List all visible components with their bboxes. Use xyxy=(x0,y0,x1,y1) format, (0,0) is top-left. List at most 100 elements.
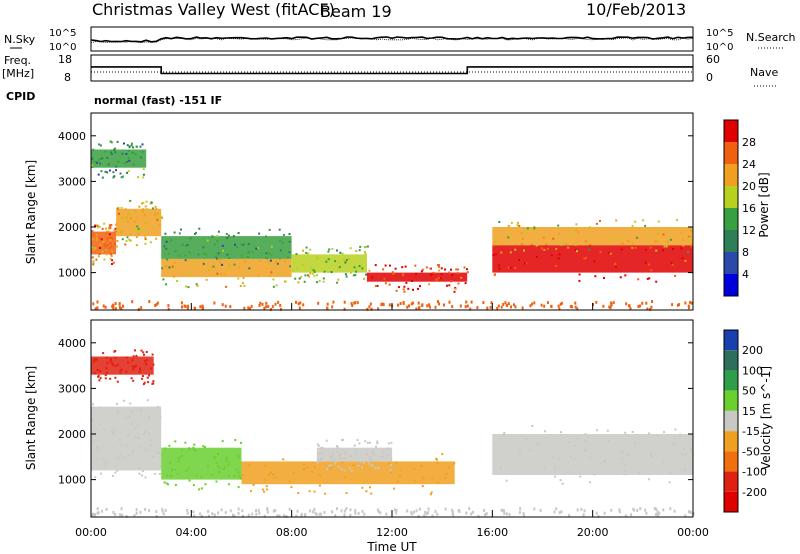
power-speckle xyxy=(268,228,271,231)
power-speckle xyxy=(217,252,220,255)
power-speckle xyxy=(154,214,157,217)
velocity-ground-speckle xyxy=(251,512,254,516)
power-speckle xyxy=(300,276,303,278)
velocity-speckle xyxy=(159,415,162,418)
velocity-speckle xyxy=(106,362,109,364)
velocity-speckle xyxy=(109,359,112,362)
velocity-speckle xyxy=(668,481,671,484)
velocity-speckle xyxy=(361,466,363,469)
velocity-ground-speckle xyxy=(689,510,692,514)
velocity-speckle xyxy=(210,473,213,476)
velocity-ytick-label: 1000 xyxy=(58,474,86,487)
velocity-speckle xyxy=(357,464,360,467)
power-speckle xyxy=(184,259,187,262)
power-ground-speckle xyxy=(576,307,579,311)
velocity-band xyxy=(161,447,242,480)
power-speckle xyxy=(202,262,205,265)
power-speckle xyxy=(407,287,410,290)
velocity-ground-speckle xyxy=(96,511,99,515)
velocity-ground-speckle xyxy=(334,514,337,518)
velocity-ground-speckle xyxy=(296,509,299,513)
velocity-speckle xyxy=(365,490,368,493)
power-speckle xyxy=(101,227,104,230)
velocity-speckle xyxy=(143,432,146,435)
velocity-speckle xyxy=(132,355,135,358)
cpid-mode: normal (fast) -151 IF xyxy=(94,94,222,107)
velocity-speckle xyxy=(393,487,396,490)
velocity-speckle xyxy=(388,462,391,465)
power-speckle xyxy=(161,267,164,270)
velocity-speckle xyxy=(141,470,144,472)
power-ground-speckle xyxy=(637,305,640,308)
power-speckle xyxy=(429,267,432,270)
velocity-speckle xyxy=(413,479,416,482)
velocity-ground-speckle xyxy=(470,512,473,516)
power-speckle xyxy=(108,245,111,248)
velocity-speckle xyxy=(114,356,117,359)
power-speckle xyxy=(128,159,131,162)
power-ground-speckle xyxy=(298,306,301,310)
velocity-speckle xyxy=(638,471,641,474)
power-speckle xyxy=(171,265,174,268)
power-speckle xyxy=(255,247,258,250)
power-speckle xyxy=(395,289,398,292)
velocity-ground-speckle xyxy=(452,513,455,517)
power-speckle xyxy=(690,245,692,248)
velocity-speckle xyxy=(105,356,108,359)
velocity-colorbar-segment xyxy=(724,390,738,411)
power-speckle xyxy=(671,263,674,266)
power-ground-speckle xyxy=(181,305,183,309)
velocity-ground-speckle xyxy=(583,509,586,513)
velocity-speckle xyxy=(335,445,338,448)
velocity-speckle xyxy=(371,451,374,454)
power-ground-speckle xyxy=(402,302,405,305)
power-speckle xyxy=(338,266,341,269)
velocity-speckle xyxy=(192,484,195,487)
velocity-ground-speckle xyxy=(560,510,563,514)
velocity-speckle xyxy=(574,444,577,447)
power-speckle xyxy=(514,248,517,251)
velocity-speckle xyxy=(369,458,372,460)
power-speckle xyxy=(383,277,386,280)
power-colorbar: 4 8 12 16 20 24 28 xyxy=(723,119,756,297)
power-speckle xyxy=(91,246,94,249)
velocity-speckle xyxy=(94,358,97,361)
power-speckle xyxy=(110,151,112,154)
velocity-speckle xyxy=(177,460,180,463)
power-ground-speckle xyxy=(451,305,454,309)
power-speckle xyxy=(92,233,95,236)
power-ground-speckle xyxy=(317,301,320,305)
power-ground-speckle xyxy=(688,306,690,310)
velocity-speckle xyxy=(157,406,160,408)
velocity-speckle xyxy=(109,377,112,380)
velocity-ground-speckle xyxy=(120,507,123,511)
power-colorbar-segment xyxy=(724,120,738,142)
velocity-speckle xyxy=(188,448,191,451)
velocity-speckle xyxy=(143,353,145,356)
nave-tick-top: 60 xyxy=(706,53,720,66)
velocity-colorbar-segment xyxy=(724,471,738,492)
power-speckle xyxy=(113,175,116,178)
velocity-speckle xyxy=(140,409,142,412)
velocity-ground-speckle xyxy=(319,512,322,516)
power-speckle xyxy=(127,170,130,173)
velocity-speckle xyxy=(669,472,672,475)
power-speckle xyxy=(384,264,387,267)
power-speckle xyxy=(111,237,114,240)
velocity-colorbar-label: Velocity [m s^-1] xyxy=(759,366,773,470)
power-speckle xyxy=(647,263,650,266)
velocity-speckle xyxy=(114,376,117,379)
power-speckle xyxy=(687,251,689,254)
power-speckle xyxy=(137,232,140,235)
power-speckle xyxy=(137,228,140,231)
power-speckle xyxy=(279,239,282,242)
power-speckle xyxy=(295,253,298,256)
velocity-speckle xyxy=(328,467,331,470)
velocity-colorbar-segment xyxy=(724,350,738,371)
power-ground-speckle xyxy=(259,301,262,305)
velocity-speckle xyxy=(297,492,300,495)
freq-tick-top: 18 xyxy=(58,53,72,66)
power-ground-speckle xyxy=(326,302,329,306)
power-speckle xyxy=(414,264,417,267)
power-speckle xyxy=(584,256,587,259)
